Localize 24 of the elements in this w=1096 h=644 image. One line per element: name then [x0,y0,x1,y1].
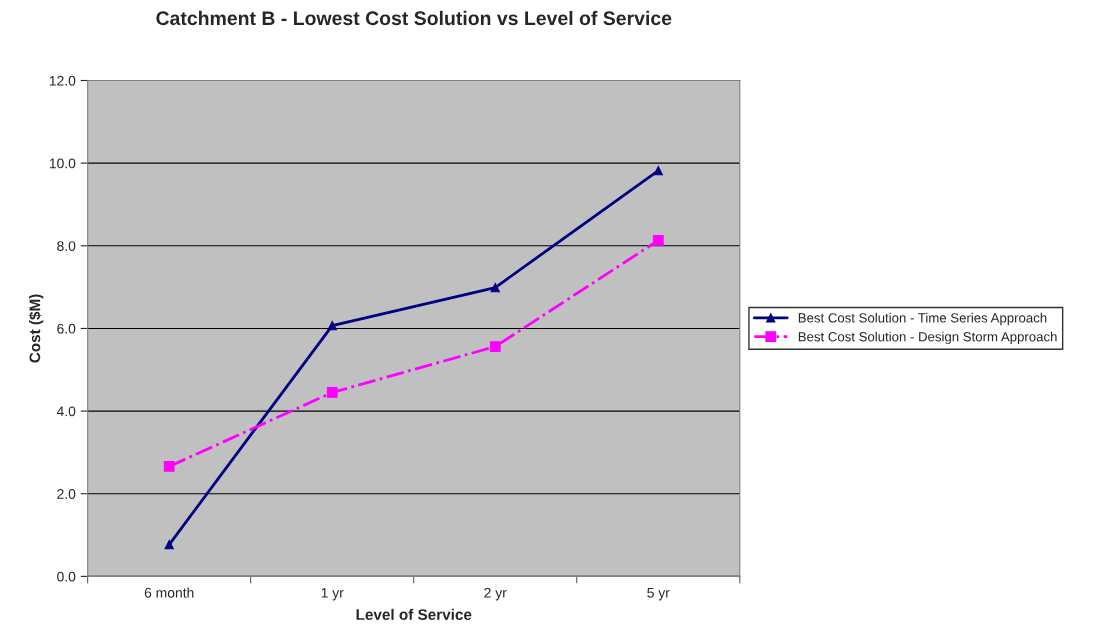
point [326,387,338,398]
chart-title: Catchment B - Lowest Cost Solution vs Level of Service [156,10,672,26]
y-tick-label: 6.0 [57,323,76,334]
x-tick-label: 1 yr [321,588,344,601]
y-tick-label: 0.0 [57,571,76,582]
point [164,539,174,550]
y-tick-label: 8.0 [57,241,76,251]
x-tick-label: 5 yr [647,588,670,601]
point [489,341,501,352]
legend-label: Best Cost Solution - Time Series Approach [798,312,1047,326]
point [327,320,337,331]
legend-label: Best Cost Solution - Design Storm Approach [798,331,1057,345]
y-tick-label: 4.0 [56,406,76,417]
y-tick-label: 12.0 [49,75,76,86]
x-tick-label: 6 month [144,587,194,598]
point [490,282,500,293]
y-tick-label: 10.0 [49,158,76,169]
point [163,461,175,472]
x-axis-title: Level of Service [356,608,472,620]
y-axis-title: Cost ($M) [28,294,44,363]
x-tick-label: 2 yr [484,587,507,601]
point [652,235,664,246]
y-tick-label: 2.0 [57,489,76,499]
point [653,165,663,176]
